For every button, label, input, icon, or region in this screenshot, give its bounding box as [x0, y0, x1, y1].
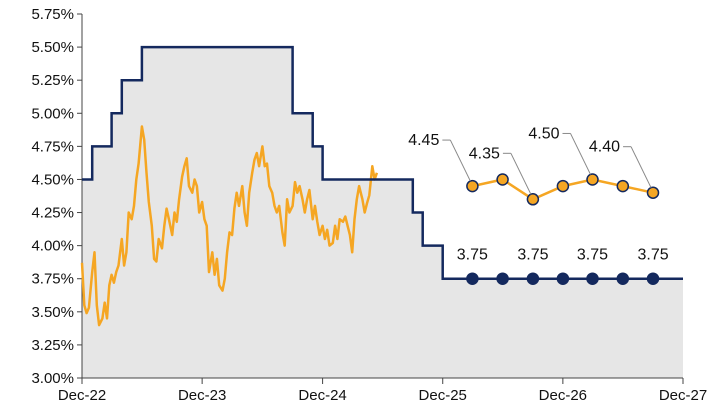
- treasury-forecast-marker: [466, 179, 479, 193]
- y-tick-label: 5.50%: [31, 39, 74, 56]
- treasury-yield-line: [80, 125, 379, 327]
- annotation-label: 4.45: [408, 132, 439, 149]
- y-tick-label: 4.00%: [31, 238, 74, 255]
- treasury-forecast-marker: [556, 179, 570, 193]
- policy-forecast-marker: [466, 272, 479, 285]
- annotation-leader: [449, 139, 471, 182]
- treasury-forecast-marker: [616, 179, 630, 193]
- annotation-leader: [570, 133, 591, 175]
- annotation-label: 4.35: [469, 145, 500, 162]
- policy-rate-area: [82, 47, 683, 378]
- annotation-label: 3.75: [577, 247, 608, 264]
- y-tick-label: 4.25%: [31, 205, 74, 222]
- treasury-forecast-marker: [496, 173, 509, 186]
- x-tick-label: Dec-27: [659, 387, 707, 404]
- forecast-markers-layer: [466, 173, 660, 285]
- y-tick-label: 4.75%: [31, 138, 74, 155]
- treasury-forecast-marker: [646, 186, 660, 199]
- y-tick-label: 3.50%: [31, 304, 74, 321]
- y-tick-label: 3.75%: [31, 271, 74, 288]
- annotation-leader: [510, 153, 532, 195]
- x-tick-label: Dec-22: [58, 387, 106, 404]
- y-tick-label: 4.50%: [31, 171, 74, 188]
- x-tick-label: Dec-25: [419, 387, 467, 404]
- shaded-area-layer: [82, 47, 683, 378]
- policy-rate-line: [82, 45, 683, 280]
- policy-forecast-marker: [496, 272, 509, 285]
- x-tick-label: Dec-23: [178, 387, 226, 404]
- annotations-layer: 4.45 4.35 4.50 4.40 3.75 3.75 3.75 3.75: [408, 125, 669, 263]
- policy-forecast-marker: [646, 272, 660, 285]
- y-tick-label: 3.25%: [31, 337, 74, 354]
- y-tick-label: 3.00%: [31, 370, 74, 387]
- y-tick-label: 5.25%: [31, 72, 74, 89]
- treasury-forecast-marker: [586, 173, 599, 186]
- x-tick-label: Dec-24: [298, 387, 346, 404]
- x-tick-label: Dec-26: [539, 387, 587, 404]
- annotation-leader: [630, 146, 652, 188]
- y-tick-label: 5.75%: [31, 6, 74, 23]
- y-tick-label: 5.00%: [31, 105, 74, 122]
- annotation-label: 3.75: [517, 247, 548, 264]
- policy-forecast-marker: [526, 272, 540, 285]
- annotation-label: 4.50: [528, 125, 559, 142]
- treasury-forecast-marker: [526, 193, 540, 206]
- policy-forecast-marker: [556, 272, 570, 285]
- axes-layer: 3.00% 3.25% 3.50% 3.75% 4.00% 4.25% 4.50% 4.75%…: [31, 6, 707, 404]
- policy-forecast-marker: [586, 272, 599, 285]
- policy-forecast-marker: [616, 272, 630, 285]
- annotation-label: 3.75: [457, 247, 488, 264]
- annotation-label: 4.40: [589, 139, 620, 156]
- annotation-label: 3.75: [637, 247, 668, 264]
